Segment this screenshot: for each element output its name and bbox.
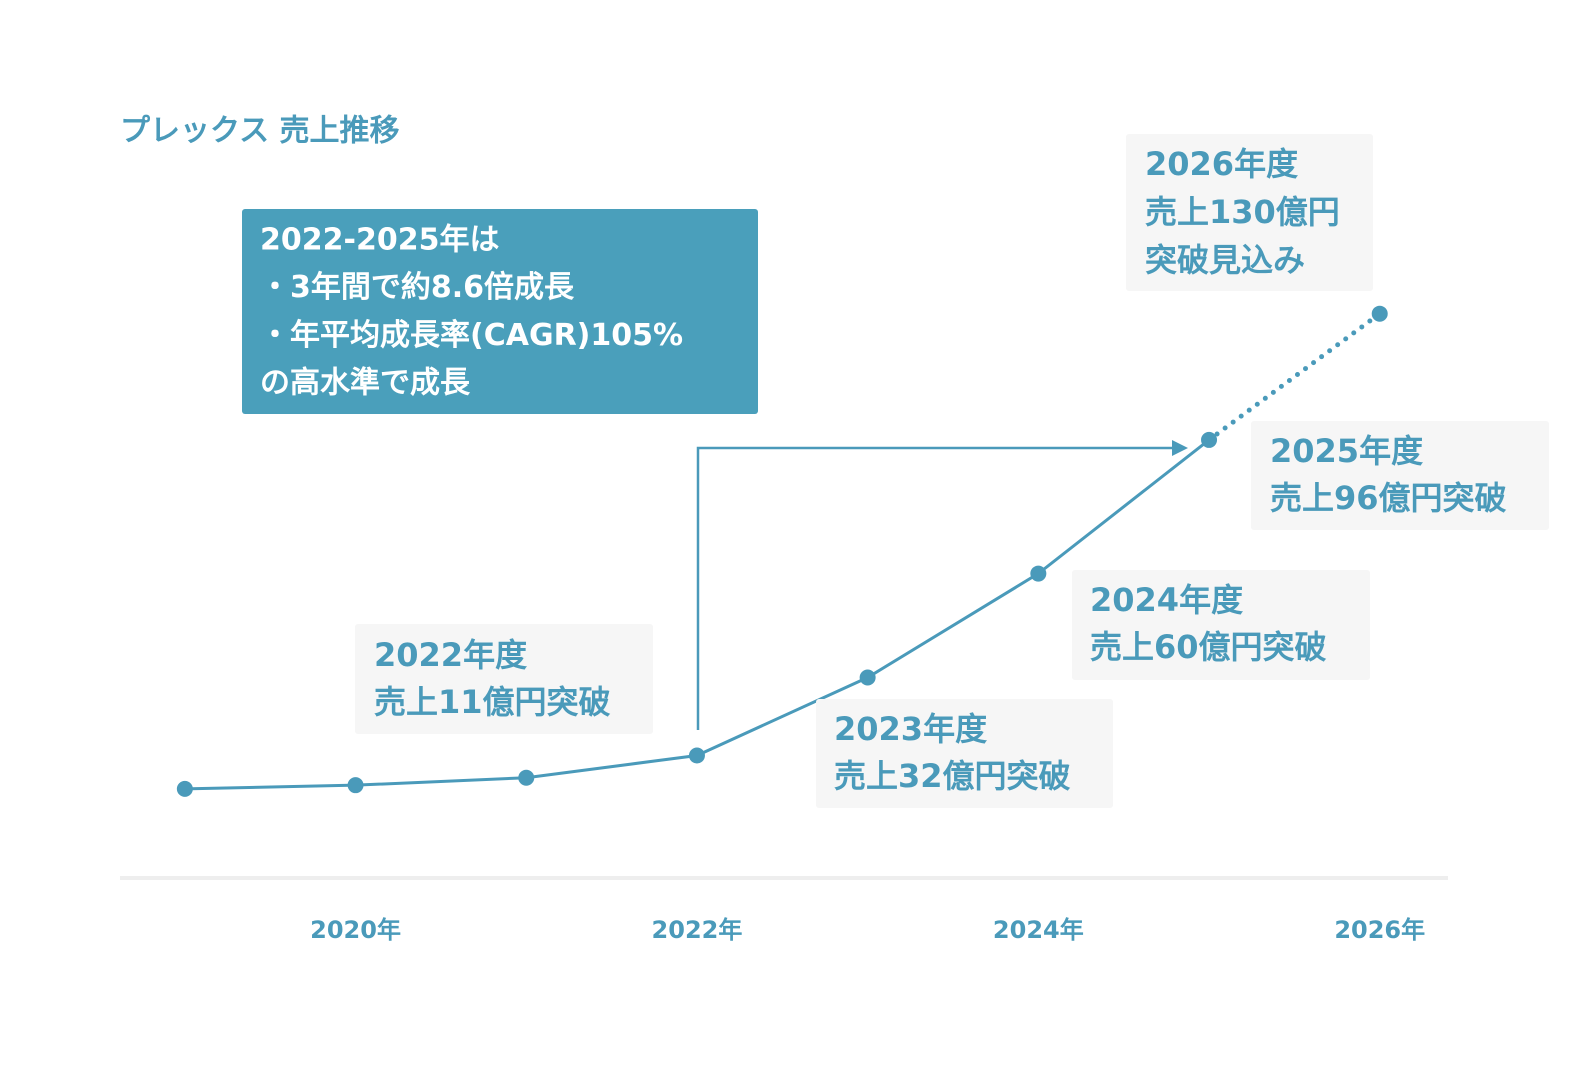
annotation-text: 売上96億円突破 [1270, 479, 1507, 517]
annotation-text: 2022年度 [374, 636, 527, 674]
annotation-text: 2024年度 [1090, 581, 1243, 619]
data-point [176, 780, 193, 797]
annotation-box [355, 624, 653, 734]
annotation-box [1251, 421, 1549, 530]
annotation-text: 2025年度 [1270, 432, 1423, 470]
annotation-box [242, 209, 758, 414]
annotation-text: 突破見込み [1145, 241, 1305, 279]
annotation-box [1126, 134, 1373, 291]
data-point [688, 747, 705, 764]
annotation-text: 売上32億円突破 [834, 757, 1071, 795]
annotation-text: の高水準で成長 [260, 366, 471, 401]
annotation-box [1072, 570, 1370, 680]
annotation-text: 2023年度 [834, 710, 987, 748]
data-point [1030, 565, 1047, 582]
annotation-text: ・年平均成長率(CAGR)105% [260, 318, 683, 353]
annotation-text: 2026年度 [1145, 145, 1298, 183]
annotation-text: ・3年間で約8.6倍成長 [260, 270, 575, 305]
growth-arrow [696, 446, 1178, 730]
annotation-text: 売上60億円突破 [1090, 628, 1327, 666]
series-line [1206, 311, 1383, 443]
annotation-text: 売上130億円 [1145, 193, 1340, 231]
data-point [347, 777, 364, 794]
x-tick-label: 2026年 [1334, 916, 1425, 944]
annotation-text: 2022-2025年は [260, 223, 499, 258]
x-tick-label: 2020年 [310, 916, 401, 944]
annotation-text: 売上11億円突破 [374, 683, 611, 721]
chart-title: プレックス 売上推移 [120, 114, 400, 149]
data-point [518, 769, 535, 786]
data-point [1371, 305, 1388, 322]
x-tick-label: 2022年 [652, 916, 743, 944]
annotation-box [816, 699, 1113, 808]
data-point [859, 669, 876, 686]
x-tick-label: 2024年 [993, 916, 1084, 944]
arrow-head [1172, 440, 1188, 456]
